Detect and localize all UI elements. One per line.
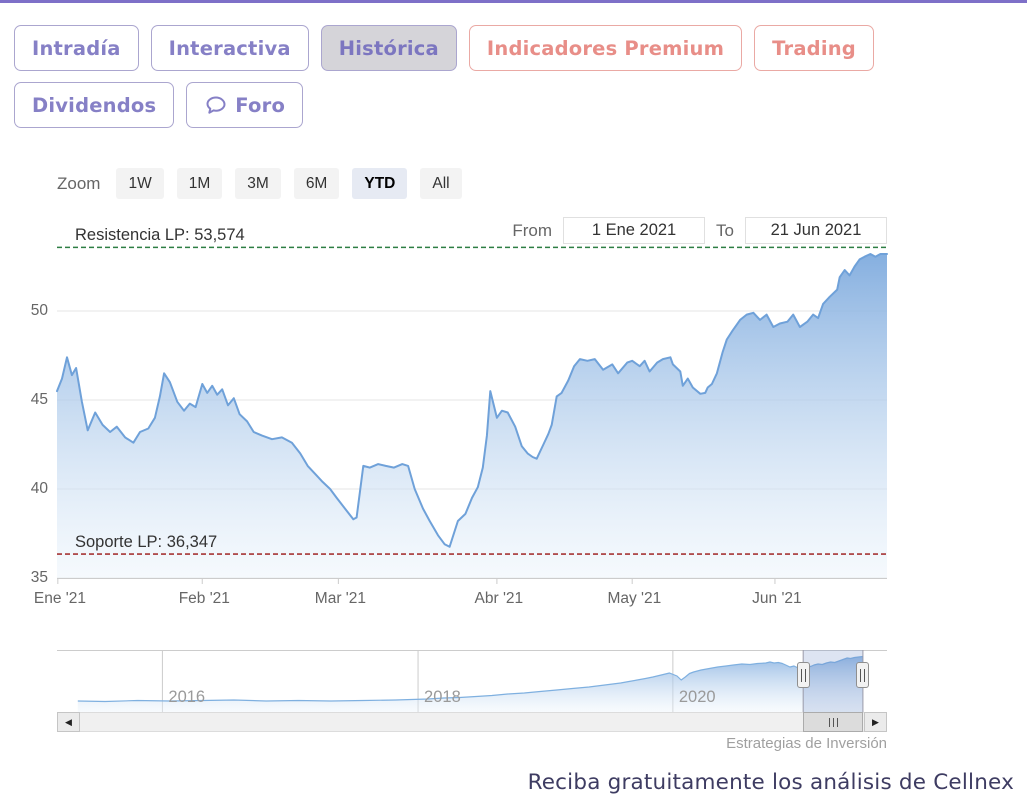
right-arrow-icon: ▶: [872, 716, 879, 727]
scrollbar-thumb[interactable]: [803, 712, 863, 732]
y-tick-label: 50: [30, 302, 48, 319]
x-tick-label: Abr '21: [474, 590, 524, 607]
y-tick-label: 40: [30, 480, 48, 497]
x-tick-label: May '21: [607, 590, 662, 607]
x-tick-label: Mar '21: [314, 590, 367, 607]
to-date-input[interactable]: [745, 217, 887, 244]
from-date-input[interactable]: [563, 217, 706, 244]
zoom-1m-button[interactable]: 1M: [176, 168, 223, 199]
tab-interactiva[interactable]: Interactiva: [150, 25, 309, 71]
zoom-3m-button[interactable]: 3M: [235, 168, 281, 199]
from-label: From: [512, 220, 553, 240]
navigator-right-handle[interactable]: [856, 662, 870, 688]
x-tick-label: Jun '21: [752, 590, 802, 607]
zoom-label: Zoom: [57, 173, 101, 193]
scrollbar-left-arrow[interactable]: ◀: [57, 712, 80, 732]
y-tick-label: 45: [30, 391, 48, 408]
navigator-year-label: 2016: [168, 688, 206, 706]
tab-bar-row-1: Intradía Interactiva Histórica Indicador…: [14, 25, 874, 71]
chat-bubble-icon: [206, 96, 226, 114]
tab-dividendos[interactable]: Dividendos: [14, 82, 175, 128]
zoom-1w-button[interactable]: 1W: [116, 168, 164, 199]
x-tick-label: Ene '21: [33, 590, 86, 607]
chart-credits[interactable]: Estrategias de Inversión: [726, 735, 887, 752]
zoom-ytd-button[interactable]: YTD: [352, 168, 408, 199]
price-area-chart[interactable]: [56, 222, 888, 584]
support-plotline-label: Soporte LP: 36,347: [75, 533, 218, 552]
zoom-all-button[interactable]: All: [420, 168, 462, 199]
x-tick-label: Feb '21: [178, 590, 230, 607]
navigator-year-label: 2018: [424, 688, 461, 706]
left-arrow-icon: ◀: [65, 716, 72, 727]
resistance-plotline-label: Resistencia LP: 53,574: [75, 226, 245, 245]
zoom-preset-bar: Zoom 1W 1M 3M 6M YTD All: [57, 168, 462, 199]
tab-bar-row-2: Dividendos Foro: [14, 82, 304, 128]
tab-historica[interactable]: Histórica: [320, 25, 457, 71]
tab-foro[interactable]: Foro: [186, 82, 304, 128]
tab-foro-label: Foro: [235, 93, 286, 117]
tab-trading[interactable]: Trading: [754, 25, 874, 71]
zoom-6m-button[interactable]: 6M: [293, 168, 340, 199]
navigator-left-handle[interactable]: [796, 662, 810, 688]
to-label: To: [716, 220, 734, 240]
y-tick-label: 35: [30, 569, 48, 586]
page-accent-bar: [0, 0, 1027, 3]
tab-indicadores-premium[interactable]: Indicadores Premium: [468, 25, 743, 71]
footer-cta-text: Reciba gratuitamente los análisis de Cel…: [527, 770, 1014, 795]
scrollbar-track[interactable]: [57, 712, 887, 732]
tab-intradia[interactable]: Intradía: [14, 25, 139, 71]
date-range-selector: From To: [57, 217, 887, 244]
scrollbar-right-arrow[interactable]: ▶: [864, 712, 887, 732]
navigator-year-label: 2020: [678, 688, 716, 706]
